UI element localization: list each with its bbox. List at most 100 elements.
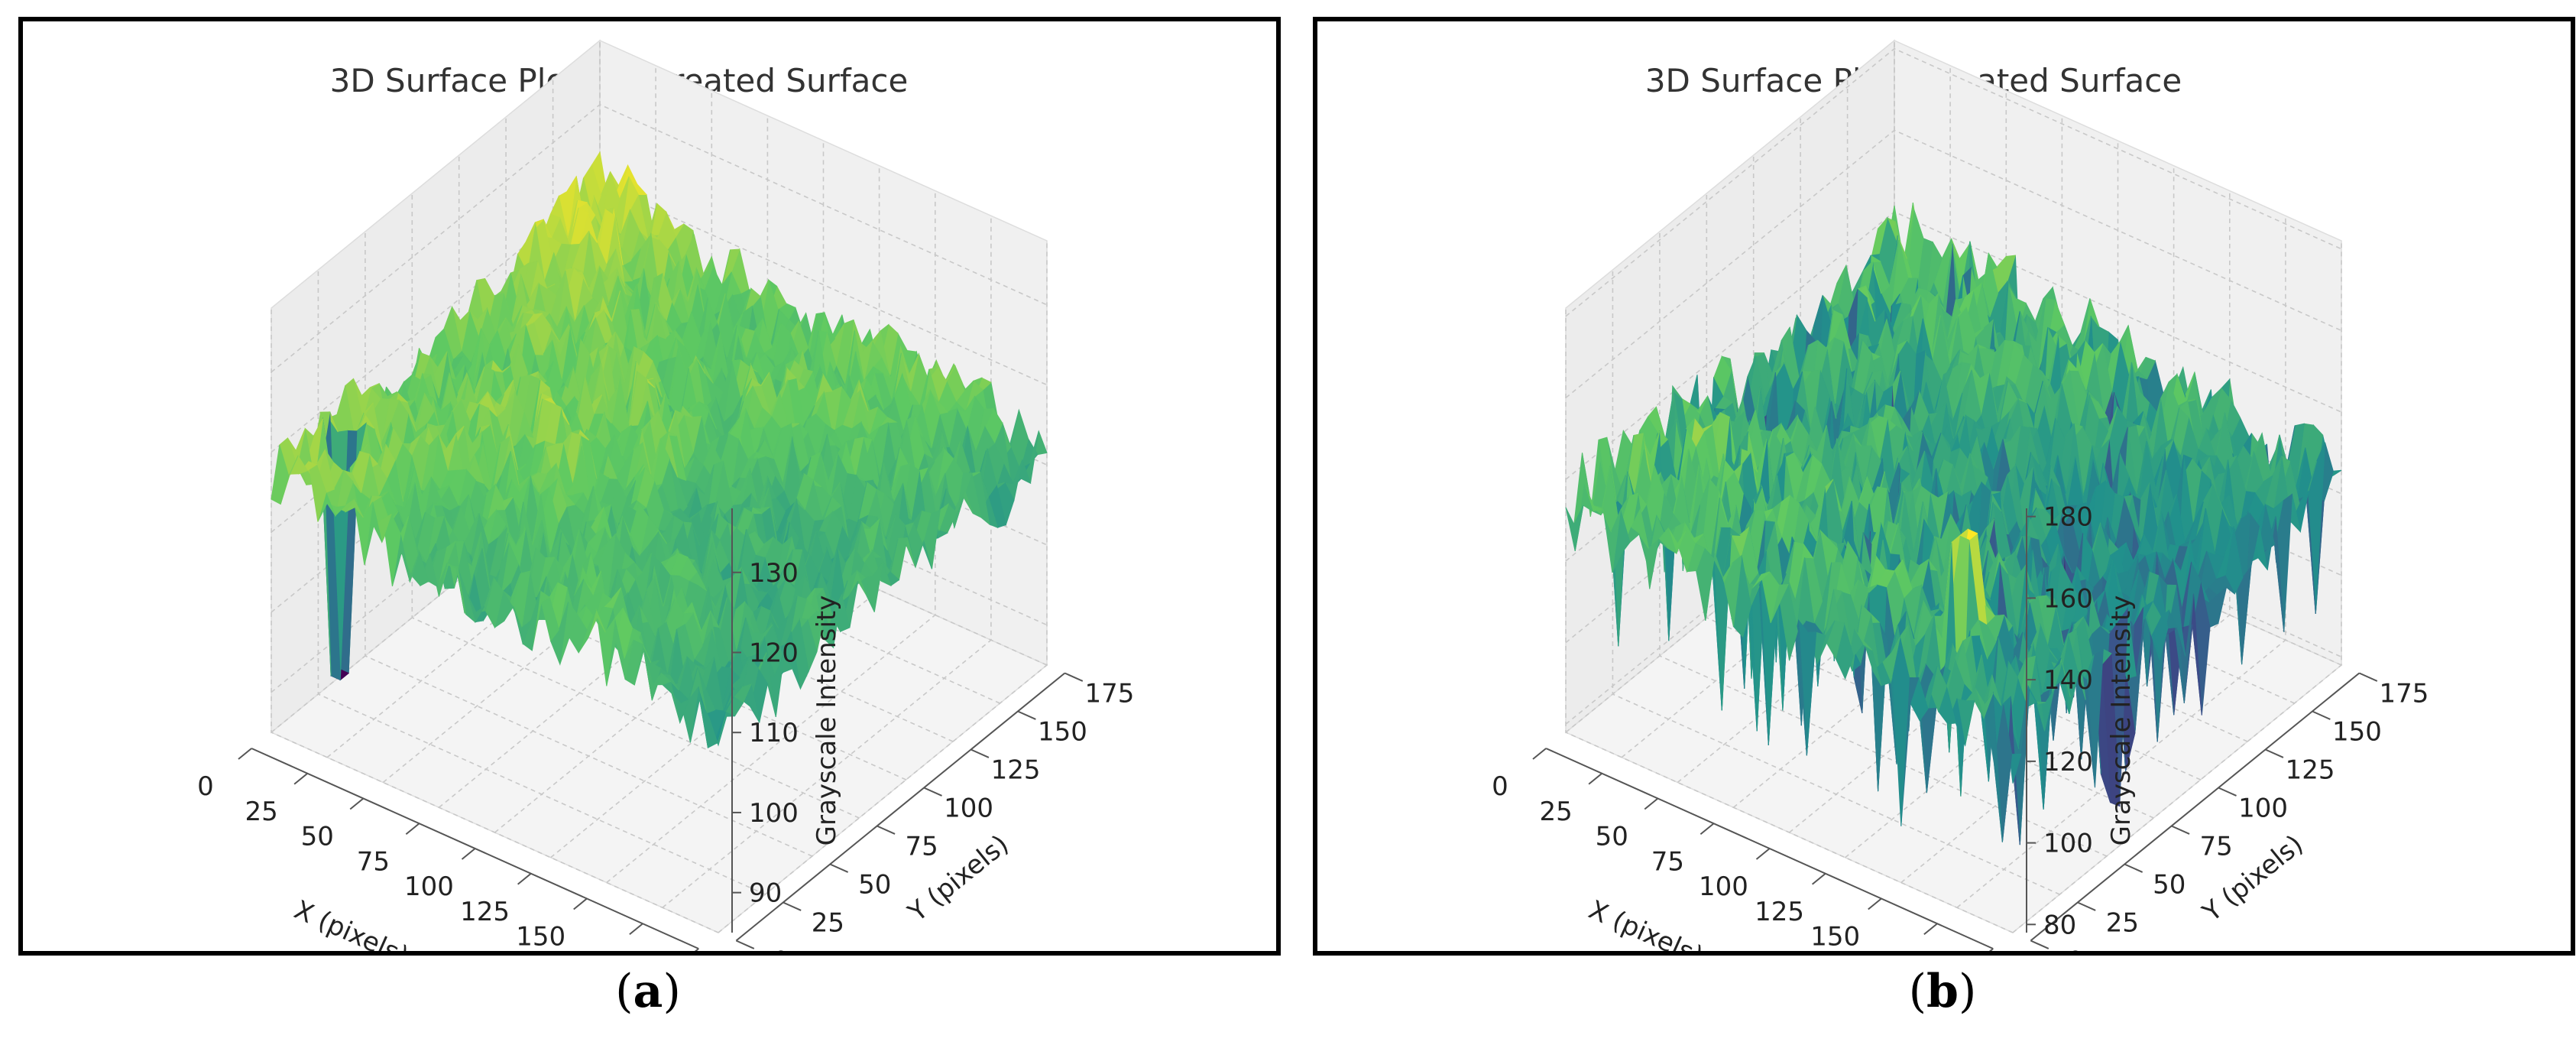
x-tick-label: 100 <box>1699 871 1748 902</box>
y-tick-label: 0 <box>773 946 789 951</box>
y-tick-label: 125 <box>991 755 1041 786</box>
y-tick <box>923 787 942 797</box>
z-tick-label: 180 <box>2043 502 2093 533</box>
y-tick-label: 50 <box>2153 870 2186 901</box>
z-gridline <box>271 103 1048 373</box>
y-tick <box>2124 863 2143 873</box>
y-gridline <box>317 270 766 895</box>
y-tick <box>1064 672 1084 682</box>
y-tick-label: 75 <box>2200 832 2233 862</box>
x-gridline <box>1900 190 2231 884</box>
x-tick <box>517 872 532 885</box>
x-tick <box>1755 848 1771 860</box>
chart-panel-b: 3D Surface Plot – Treated Surface0255075… <box>1313 17 2575 956</box>
z-tick-label: 130 <box>749 558 799 589</box>
x-tick <box>1700 823 1715 836</box>
y-tick-label: 150 <box>2332 717 2382 748</box>
y-tick <box>970 748 990 758</box>
x-tick-label: 125 <box>1755 897 1804 927</box>
surface <box>1565 203 2342 845</box>
x-gridline <box>606 190 936 884</box>
y-tick-label: 125 <box>2286 755 2335 786</box>
x-tick-label: 150 <box>516 922 565 952</box>
x-tick-label: 50 <box>1596 822 1628 852</box>
x-tick-label: 50 <box>301 822 334 852</box>
z-gridline <box>1565 129 2342 399</box>
y-tick <box>2077 901 2096 911</box>
x-tick-label: 25 <box>1539 797 1572 827</box>
z-tick-label: 90 <box>749 878 782 909</box>
y-tick-label: 175 <box>1084 679 1134 709</box>
x-tick-label: 175 <box>572 946 621 951</box>
x-tick <box>349 797 365 810</box>
surface-plot-untreated: 3D Surface Plot – Untreated Surface02550… <box>197 39 1134 952</box>
y-tick <box>2171 825 2190 835</box>
chart-panel-a: 3D Surface Plot – Untreated Surface02550… <box>18 17 1281 956</box>
y-gridline <box>1659 232 2108 857</box>
x-tick <box>405 823 420 836</box>
x-tick-label: 75 <box>357 846 390 877</box>
z-tick-label: 110 <box>749 718 799 748</box>
x-tick <box>461 848 476 860</box>
z-tick-label: 100 <box>2043 829 2093 859</box>
y-tick-label: 25 <box>2106 908 2139 939</box>
y-gridline <box>365 232 813 857</box>
z-tick-label: 120 <box>2043 747 2093 777</box>
y-tick <box>2030 940 2049 949</box>
x-tick-label: 175 <box>1866 946 1916 951</box>
x-tick-label: 0 <box>197 771 214 802</box>
y-tick-label: 175 <box>2379 679 2429 709</box>
x-tick-label: 25 <box>245 797 277 827</box>
caption-b: (b) <box>1908 965 1977 1018</box>
y-tick-label: 0 <box>2067 946 2084 951</box>
z-axis-label: Grayscale Intensity <box>2106 596 2137 846</box>
z-tick-label: 140 <box>2043 665 2093 696</box>
y-tick <box>829 863 849 873</box>
x-tick <box>1923 923 1938 936</box>
y-tick <box>783 901 802 911</box>
y-tick <box>2218 787 2237 797</box>
x-axis-label: X (pixels) <box>1584 894 1707 951</box>
x-tick <box>238 748 252 760</box>
x-tick-label: 0 <box>1492 771 1508 802</box>
x-tick <box>629 923 643 936</box>
surface-facet <box>271 444 290 505</box>
y-axis-line <box>2030 672 2361 942</box>
x-tick <box>1868 897 1882 910</box>
y-gridline <box>271 308 719 933</box>
y-tick <box>1017 710 1036 720</box>
surface <box>271 151 1048 749</box>
y-gridline <box>1565 308 2014 933</box>
y-tick <box>735 940 755 949</box>
x-tick <box>1644 797 1659 810</box>
z-gridline <box>1565 47 2342 317</box>
x-tick-label: 125 <box>460 897 510 927</box>
y-tick <box>2265 748 2284 758</box>
x-tick <box>293 772 308 785</box>
y-tick-label: 100 <box>944 793 993 824</box>
caption-a: (a) <box>615 965 681 1018</box>
x-tick-label: 150 <box>1810 922 1860 952</box>
z-tick-label: 120 <box>749 638 799 668</box>
x-tick <box>1588 772 1602 785</box>
y-tick <box>2312 710 2331 720</box>
x-tick <box>1811 872 1826 885</box>
z-tick-label: 80 <box>2043 910 2076 940</box>
y-tick-label: 75 <box>906 832 938 862</box>
x-tick-label: 75 <box>1651 846 1684 877</box>
surface-facet <box>1565 505 1584 552</box>
y-axis-line <box>735 672 1066 942</box>
x-axis-label: X (pixels) <box>290 894 413 951</box>
y-tick <box>2358 672 2378 682</box>
x-tick-label: 100 <box>404 871 454 902</box>
y-tick-label: 50 <box>858 870 891 901</box>
x-gridline <box>550 165 880 858</box>
z-tick-label: 100 <box>749 798 799 829</box>
z-tick-label: 160 <box>2043 583 2093 614</box>
x-tick <box>573 897 588 910</box>
x-tick <box>694 948 699 951</box>
y-tick <box>876 825 896 835</box>
y-gridline <box>411 193 860 819</box>
y-tick-label: 150 <box>1038 717 1087 748</box>
surface-plot-treated: 3D Surface Plot – Treated Surface0255075… <box>1492 39 2429 952</box>
